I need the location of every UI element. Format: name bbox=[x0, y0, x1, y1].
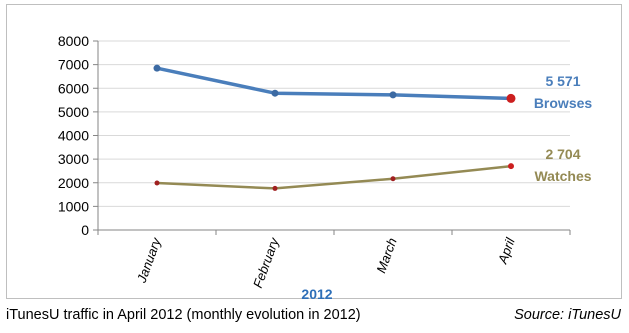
data-point bbox=[390, 176, 396, 182]
series-line-browses bbox=[156, 66, 512, 101]
data-point bbox=[271, 89, 279, 97]
y-tick-label: 7000 bbox=[58, 57, 89, 73]
y-tick-label: 8000 bbox=[58, 33, 89, 49]
chart-caption: iTunesU traffic in April 2012 (monthly e… bbox=[6, 307, 361, 323]
line-chart: 0 1000 2000 3000 4000 5000 6000 7000 8000 January… bbox=[58, 33, 593, 300]
x-tick-label: April bbox=[494, 235, 518, 267]
source-caption: Source: iTunesU bbox=[514, 307, 621, 323]
data-point bbox=[272, 185, 278, 191]
x-tick-label: March bbox=[373, 236, 399, 275]
chart-frame: 0 1000 2000 3000 4000 5000 6000 7000 8000 January… bbox=[6, 4, 622, 300]
x-tick-label: February bbox=[250, 234, 282, 289]
data-point bbox=[506, 93, 516, 103]
data-point bbox=[153, 64, 161, 72]
y-tick-label: 4000 bbox=[58, 128, 89, 144]
end-value-label: 2 704 bbox=[545, 146, 580, 162]
end-value-label: 5 571 bbox=[545, 73, 580, 89]
x-tick-label: January bbox=[134, 234, 165, 285]
series-name-label: Watches bbox=[534, 168, 591, 184]
y-tick-label: 1000 bbox=[58, 198, 89, 214]
series-name-label: Browses bbox=[534, 95, 593, 111]
data-point bbox=[508, 163, 514, 170]
y-tick-label: 2000 bbox=[58, 175, 89, 191]
y-tick-label: 0 bbox=[81, 222, 89, 238]
y-tick-label: 5000 bbox=[58, 104, 89, 120]
data-point bbox=[389, 91, 397, 99]
series-line-watches bbox=[156, 164, 512, 190]
data-point bbox=[154, 180, 160, 186]
y-tick-label: 3000 bbox=[58, 151, 89, 167]
y-tick-label: 6000 bbox=[58, 80, 89, 96]
x-axis-title: 2012 bbox=[301, 286, 332, 300]
